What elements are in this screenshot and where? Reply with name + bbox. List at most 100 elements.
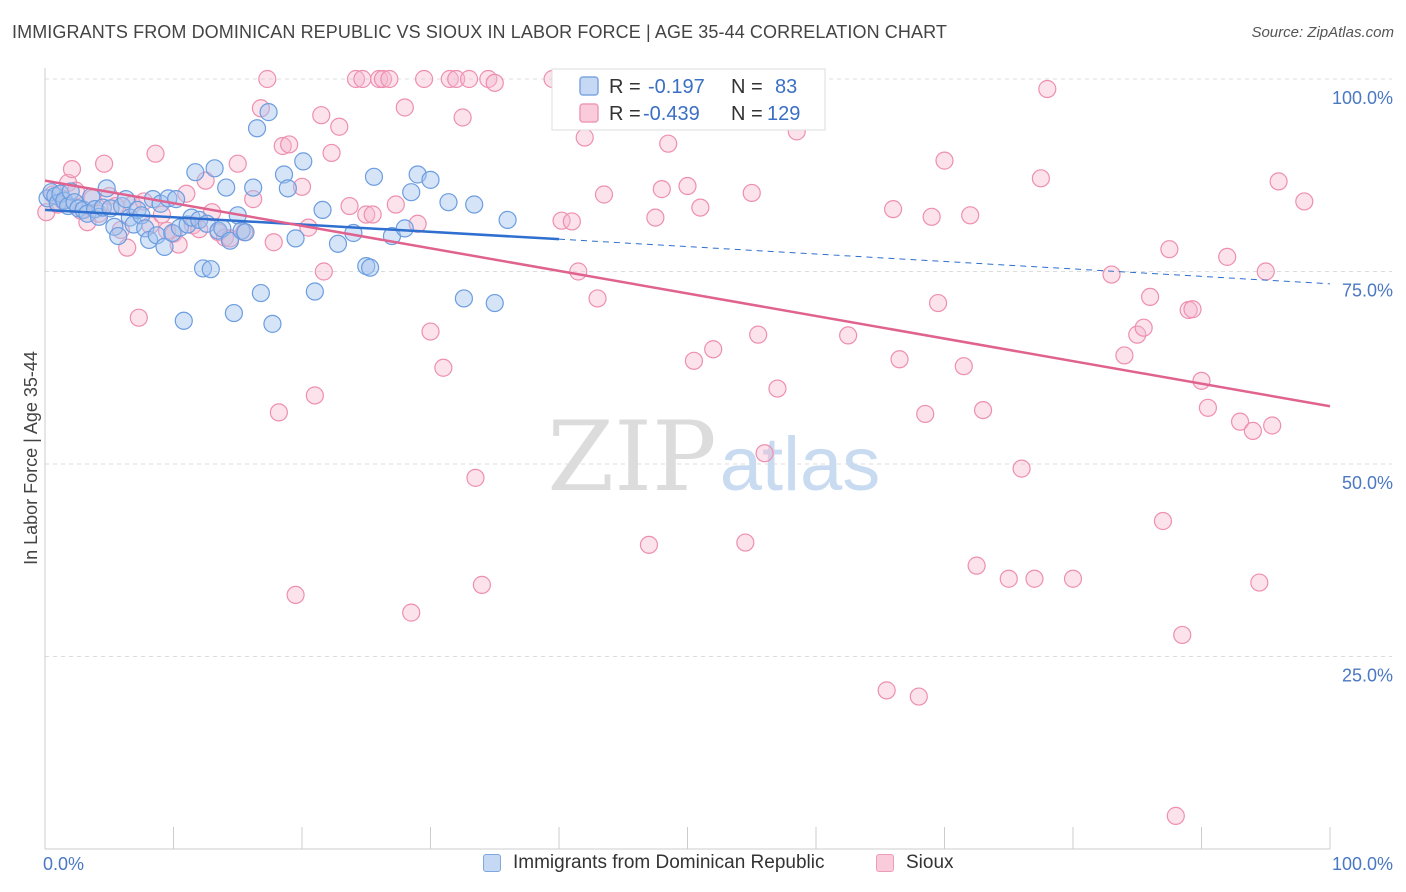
sioux-point <box>1140 287 1160 307</box>
sioux-point <box>440 69 459 89</box>
dominican-point <box>305 282 324 301</box>
sioux-point <box>1256 262 1275 281</box>
sioux-point <box>588 289 607 308</box>
correlation-legend: R = -0.197 N = 83 R = -0.439 N = 129 <box>551 68 826 131</box>
sioux-point <box>659 134 678 153</box>
sioux-point <box>749 325 768 344</box>
dominican-point <box>313 200 332 219</box>
sioux-point <box>357 205 376 224</box>
sioux-point <box>314 262 333 281</box>
chart-source: Source: ZipAtlas.com <box>1251 24 1394 41</box>
dominican-point <box>421 170 440 189</box>
series-legend: Immigrants from Dominican Republic Sioux <box>0 852 1406 878</box>
sioux-point <box>485 73 504 92</box>
y-tick-label: 50.0% <box>1342 473 1393 493</box>
dominican-point <box>155 237 174 256</box>
sioux-point <box>935 151 954 170</box>
dominican-point <box>485 293 504 313</box>
sioux-point <box>736 533 755 552</box>
legend-r-value: -0.439 <box>643 103 700 125</box>
y-tick-labels: 100.0% 75.0% 50.0% 25.0% <box>1332 88 1393 686</box>
sioux-point <box>646 208 665 227</box>
y-tick-label: 25.0% <box>1342 666 1393 686</box>
watermark-atlas: atlas <box>720 422 881 507</box>
dominican-point <box>247 119 267 138</box>
sioux-point <box>1192 371 1211 390</box>
sioux-point <box>402 603 421 622</box>
sioux-point <box>1218 247 1237 266</box>
sioux-point <box>305 386 324 405</box>
sioux-point <box>928 293 948 313</box>
sioux-point <box>883 200 903 219</box>
dominican-point <box>224 303 243 323</box>
sioux-point <box>1166 806 1185 825</box>
dominican-point <box>263 314 282 333</box>
sioux-point <box>1134 318 1153 337</box>
dominican-point <box>278 179 297 198</box>
sioux-point <box>652 180 671 199</box>
sioux-point <box>1198 398 1218 417</box>
dominican-point <box>439 193 458 212</box>
sioux-point <box>1263 416 1282 435</box>
sioux-point <box>562 212 581 231</box>
dominican-point <box>465 195 484 214</box>
sioux-point <box>909 687 928 706</box>
sioux-point <box>684 351 704 370</box>
sioux-point <box>594 185 614 204</box>
sioux-point <box>1128 325 1147 344</box>
sioux-point <box>1183 300 1202 319</box>
sioux-point <box>421 322 440 341</box>
legend-item-dominican: Immigrants from Dominican Republic <box>483 852 825 874</box>
x-tick-labels: 0.0% 100.0% <box>43 854 1393 874</box>
sioux-point <box>228 154 247 173</box>
sioux-point <box>890 350 909 369</box>
sioux-point <box>346 69 366 89</box>
sioux-point <box>453 108 472 127</box>
dominican-point <box>328 234 348 253</box>
legend-swatch-pink <box>579 103 599 123</box>
sioux-point <box>62 159 82 179</box>
sioux-point <box>386 195 405 214</box>
sioux-point <box>1025 569 1044 588</box>
dominican-point <box>454 289 474 308</box>
sioux-point <box>755 444 774 463</box>
sioux-point <box>1038 79 1057 99</box>
x-tick-label: 100.0% <box>1332 854 1393 874</box>
dominican-point <box>201 260 220 279</box>
sioux-point <box>916 404 935 424</box>
sioux-point <box>280 135 299 154</box>
sioux-point <box>1102 265 1121 284</box>
sioux-point <box>286 585 305 605</box>
legend-swatch-pink <box>876 854 894 872</box>
y-tick-label: 75.0% <box>1342 281 1393 301</box>
sioux-point <box>312 106 331 125</box>
dominican-point <box>364 167 384 186</box>
dominican-point <box>361 258 380 277</box>
dominican-point <box>136 219 155 238</box>
sioux-point <box>1230 412 1250 431</box>
dominican-point <box>236 223 255 242</box>
dominican-point <box>61 182 80 201</box>
sioux-point <box>575 128 594 147</box>
dominican-point <box>259 103 278 122</box>
sioux-point <box>353 69 372 89</box>
sioux-point <box>129 308 148 327</box>
x-tick-label: 0.0% <box>43 854 84 874</box>
y-tick-label: 100.0% <box>1332 88 1393 108</box>
sioux-point <box>177 184 196 203</box>
sioux-point <box>639 535 659 554</box>
sioux-point <box>146 144 165 163</box>
sioux-point <box>973 401 993 420</box>
legend-r-label: R = <box>609 76 641 98</box>
sioux-point <box>466 468 485 487</box>
sioux-point <box>954 357 973 376</box>
sioux-point <box>264 233 283 252</box>
series-dominican-points <box>38 103 517 333</box>
sioux-trend-line <box>44 179 1331 408</box>
trend-lines <box>44 179 1331 408</box>
sioux-point <box>922 207 941 226</box>
sioux-point <box>678 176 697 196</box>
sioux-point <box>839 326 858 345</box>
legend-label-dominican: Immigrants from Dominican Republic <box>513 852 825 873</box>
